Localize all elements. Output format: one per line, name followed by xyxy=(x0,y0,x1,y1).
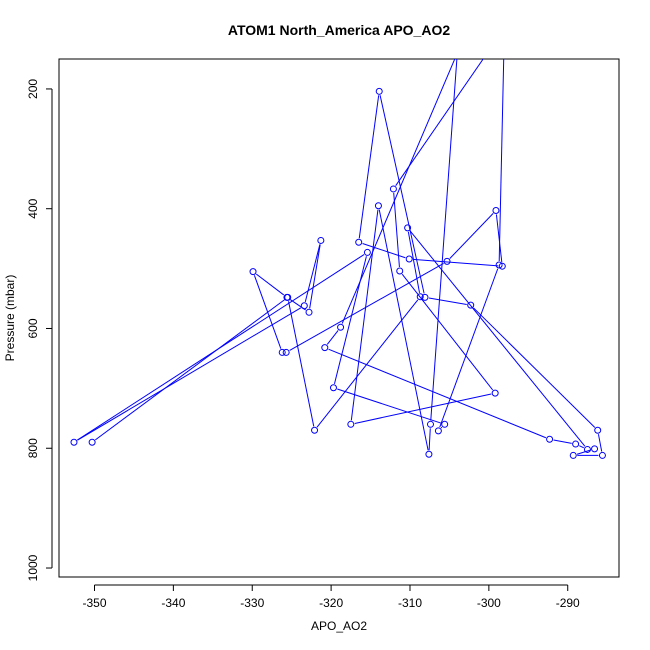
data-point xyxy=(329,384,337,392)
series-segment xyxy=(430,59,458,421)
chart-title: ATOM1 North_America APO_AO2 xyxy=(228,22,450,38)
series-segment xyxy=(341,59,456,324)
data-point xyxy=(396,267,404,275)
series-segment xyxy=(498,59,505,262)
series-segment xyxy=(316,299,419,428)
series-segment xyxy=(326,330,339,345)
data-point xyxy=(598,451,606,459)
data-point xyxy=(498,262,506,270)
y-tick-label: 800 xyxy=(26,438,40,458)
data-point xyxy=(389,185,397,193)
y-tick-label: 200 xyxy=(26,79,40,99)
series-segment xyxy=(77,307,302,441)
data-point xyxy=(594,426,602,434)
data-point xyxy=(546,435,554,443)
series-segment xyxy=(378,209,429,451)
data-point xyxy=(426,420,434,428)
series-segment xyxy=(289,262,444,351)
data-point xyxy=(569,451,577,459)
x-axis: -350 -340 -330 -320 -310 -300 -290 xyxy=(82,584,580,610)
series-segment xyxy=(473,307,596,428)
y-tick-label: 600 xyxy=(26,318,40,338)
x-tick-label: -320 xyxy=(319,596,343,610)
data-point xyxy=(492,207,500,215)
x-tick-label: -310 xyxy=(398,596,422,610)
plot-frame xyxy=(58,58,620,578)
x-axis-label: APO_AO2 xyxy=(311,619,367,633)
y-tick-label: 1000 xyxy=(26,554,40,581)
data-point xyxy=(491,389,499,397)
series-segment xyxy=(350,209,379,421)
data-point xyxy=(441,420,449,428)
y-axis-label: Pressure (mbar) xyxy=(3,275,17,362)
data-point xyxy=(337,323,345,331)
data-point xyxy=(495,261,503,269)
data-point xyxy=(374,202,382,210)
series-segment xyxy=(495,214,503,263)
series-segment xyxy=(255,273,285,296)
y-tick-label: 400 xyxy=(26,198,40,218)
data-point xyxy=(249,268,257,276)
series-segment xyxy=(288,301,315,427)
series-segment xyxy=(439,268,499,428)
data-point xyxy=(421,293,429,301)
series-segment xyxy=(304,244,321,302)
data-point xyxy=(375,87,383,95)
series-segment xyxy=(395,59,484,186)
x-tick-label: -290 xyxy=(556,596,580,610)
data-point xyxy=(405,255,413,263)
data-point xyxy=(284,293,292,301)
x-tick-label: -350 xyxy=(82,596,106,610)
series-segment xyxy=(393,192,400,268)
data-point xyxy=(434,427,442,435)
data-point xyxy=(70,438,78,446)
data-point xyxy=(355,238,363,246)
data-point xyxy=(347,420,355,428)
series-segment xyxy=(407,231,421,293)
data-point xyxy=(363,248,371,256)
series-segment xyxy=(579,445,585,449)
series-segment xyxy=(358,95,380,239)
data-point xyxy=(591,445,599,453)
data-point xyxy=(317,236,325,244)
x-tick-label: -340 xyxy=(161,596,185,610)
series-segment xyxy=(413,258,499,267)
series-segment xyxy=(553,439,572,444)
series-segment xyxy=(354,393,492,424)
series-segment xyxy=(428,428,431,451)
x-tick-label: -300 xyxy=(477,596,501,610)
series-segment xyxy=(328,348,547,439)
series-segment xyxy=(401,273,494,391)
data-point xyxy=(282,348,290,356)
series-segment xyxy=(428,297,467,305)
data-point xyxy=(404,224,412,232)
data-point xyxy=(321,344,329,352)
series-layer xyxy=(70,59,606,459)
data-point xyxy=(416,293,424,301)
series-segment xyxy=(449,213,494,259)
data-point xyxy=(443,257,451,265)
data-point xyxy=(300,302,308,310)
series-segment xyxy=(440,426,443,429)
data-point xyxy=(278,348,286,356)
data-point xyxy=(88,438,96,446)
series-segment xyxy=(379,95,425,294)
x-tick-label: -330 xyxy=(240,596,264,610)
series-segment xyxy=(576,449,591,455)
series-segment xyxy=(597,434,603,452)
data-point xyxy=(583,445,591,453)
y-axis: 200 400 600 800 1000 xyxy=(26,79,53,581)
data-point xyxy=(425,450,433,458)
series-segment xyxy=(333,256,367,385)
data-point xyxy=(305,308,313,316)
series-segment xyxy=(409,230,586,447)
data-point xyxy=(572,440,580,448)
series-segment xyxy=(95,299,285,441)
series-segment xyxy=(309,244,321,309)
data-point xyxy=(467,301,475,309)
data-point xyxy=(311,426,319,434)
